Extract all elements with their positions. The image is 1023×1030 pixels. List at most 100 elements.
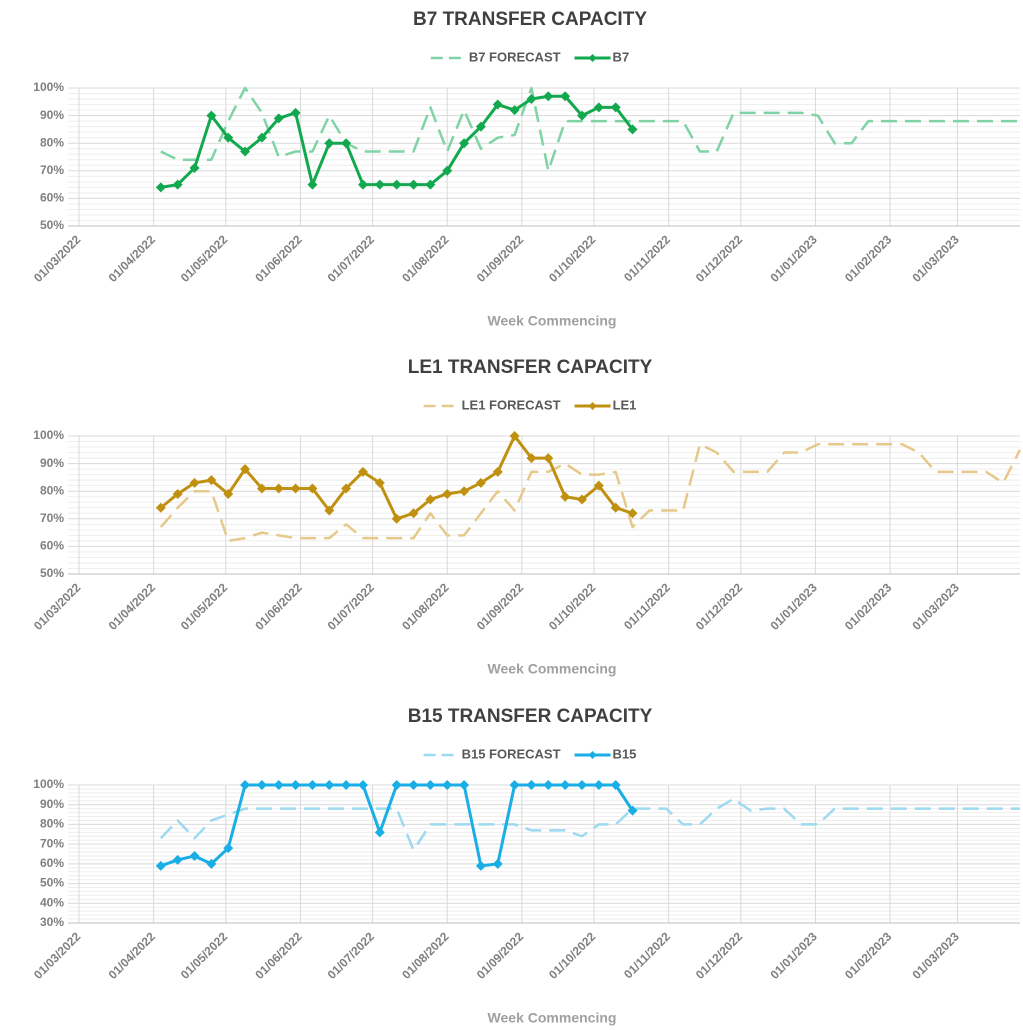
chart-title: LE1 TRANSFER CAPACITY [408,357,653,378]
y-tick-label: 70% [40,163,64,177]
x-tick-label: 01/06/2022 [252,929,305,982]
point [492,99,503,110]
point [357,179,368,190]
y-tick-label: 100% [33,428,64,442]
x-tick-label: 01/09/2022 [474,232,527,285]
point [273,113,284,124]
legend-label: B7 [613,49,630,64]
y-tick-label: 50% [40,218,64,232]
y-tick-label: 90% [40,456,64,470]
x-tick-label: 01/05/2022 [178,929,231,982]
x-axis-title: Week Commencing [488,313,617,329]
point [610,502,621,513]
x-tick-label: 01/03/2023 [909,929,962,982]
point [256,132,267,143]
point [509,780,520,790]
x-tick-label: 01/08/2022 [399,232,452,285]
y-tick-label: 100% [33,777,64,791]
y-tick-label: 60% [40,539,64,553]
y-tick-label: 60% [40,191,64,205]
point [391,513,402,524]
legend-label: LE1 [613,397,637,412]
point [560,780,571,790]
x-tick-label: 01/03/2022 [31,929,84,982]
point [442,780,453,790]
point [240,780,251,790]
x-tick-label: 01/05/2022 [178,580,231,633]
point [206,858,217,869]
x-tick-label: 01/02/2023 [842,580,895,633]
y-tick-label: 70% [40,836,64,850]
point [374,179,385,190]
point [290,780,301,790]
point [560,91,571,102]
point [408,780,419,790]
x-axis-title: Week Commencing [488,661,617,677]
point [543,453,554,464]
x-tick-label: 01/03/2022 [31,580,84,633]
point [290,107,301,118]
chart: B15 TRANSFER CAPACITY 30% 40% 50% 60% 70% 80% 9… [31,706,1020,1026]
x-axis-title: Week Commencing [488,1010,617,1026]
point [526,453,537,464]
point [543,91,554,102]
point [560,491,571,502]
x-tick-label: 01/07/2022 [325,580,378,633]
point [357,466,368,477]
x-tick-label: 01/10/2022 [546,580,599,633]
point [475,860,486,871]
point [459,780,470,790]
y-tick-label: 100% [33,80,64,94]
legend-label: B15 [613,746,637,761]
x-tick-label: 01/09/2022 [474,929,527,982]
chart-title: B7 TRANSFER CAPACITY [413,9,647,30]
point [391,179,402,190]
point [341,780,352,790]
point [442,165,453,176]
point [391,780,402,790]
x-tick-label: 01/06/2022 [252,580,305,633]
x-tick-label: 01/04/2022 [106,929,159,982]
point [223,132,234,143]
x-tick-label: 01/07/2022 [325,929,378,982]
x-tick-label: 01/03/2022 [31,232,84,285]
legend: LE1 FORECAST LE1 [423,397,637,412]
point [509,105,520,116]
point [543,780,554,790]
legend-marker [588,54,597,62]
y-tick-label: 30% [40,915,64,929]
legend: B15 FORECAST B15 [423,746,637,761]
point [492,858,503,869]
y-tick-label: 90% [40,108,64,122]
point [307,179,318,190]
y-tick-label: 80% [40,135,64,149]
x-tick-label: 01/06/2022 [252,232,305,285]
x-tick-label: 01/08/2022 [399,580,452,633]
point [206,475,217,486]
point [627,805,638,816]
x-tick-label: 01/04/2022 [106,232,159,285]
point [526,94,537,105]
x-tick-label: 01/08/2022 [399,929,452,982]
legend-marker [588,751,597,759]
point [593,780,604,790]
point [475,121,486,132]
point [357,780,368,790]
point [307,780,318,790]
point [459,138,470,149]
point [324,138,335,149]
chart: LE1 TRANSFER CAPACITY 50% 60% 70% 80% 90% 100%… [31,357,1022,677]
point [341,138,352,149]
point [206,110,217,121]
x-tick-label: 01/10/2022 [546,929,599,982]
point [256,483,267,494]
y-tick-label: 50% [40,566,64,580]
legend: B7 FORECAST B7 [430,49,630,64]
x-tick-label: 01/01/2023 [767,580,820,633]
series-line [159,434,633,521]
point [526,780,537,790]
point [576,494,587,505]
x-tick-label: 01/12/2022 [693,929,746,982]
point [610,102,621,113]
x-tick-label: 01/12/2022 [693,580,746,633]
